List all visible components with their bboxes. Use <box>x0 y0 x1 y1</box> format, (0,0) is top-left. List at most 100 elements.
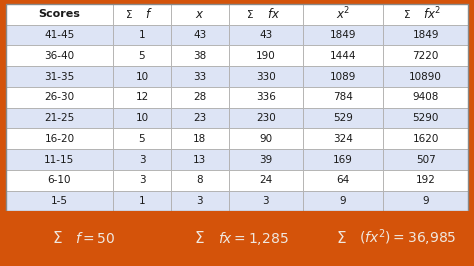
Text: 43: 43 <box>193 30 207 40</box>
Text: 784: 784 <box>333 92 353 102</box>
Bar <box>303 128 383 149</box>
Text: 23: 23 <box>193 113 207 123</box>
Bar <box>383 170 468 191</box>
Bar <box>171 191 229 211</box>
Text: 64: 64 <box>337 175 350 185</box>
Text: 1444: 1444 <box>330 51 356 61</box>
Bar <box>6 191 113 211</box>
Bar <box>229 108 303 128</box>
Text: 1-5: 1-5 <box>51 196 68 206</box>
Bar <box>6 4 468 211</box>
Bar <box>303 149 383 170</box>
Bar <box>229 87 303 108</box>
Text: 1849: 1849 <box>330 30 356 40</box>
Bar <box>113 25 171 45</box>
Bar <box>303 25 383 45</box>
Bar <box>383 128 468 149</box>
Bar <box>171 170 229 191</box>
Text: 9: 9 <box>422 196 429 206</box>
Text: $\Sigma$: $\Sigma$ <box>194 230 204 246</box>
Bar <box>303 170 383 191</box>
Text: 3: 3 <box>139 155 146 165</box>
Text: $\Sigma$: $\Sigma$ <box>336 230 346 246</box>
Bar <box>383 149 468 170</box>
Bar <box>229 45 303 66</box>
Text: 38: 38 <box>193 51 207 61</box>
Bar <box>113 191 171 211</box>
Bar <box>171 25 229 45</box>
Text: 3: 3 <box>263 196 269 206</box>
Text: $\Sigma$: $\Sigma$ <box>125 8 133 20</box>
Bar <box>303 66 383 87</box>
Text: 90: 90 <box>259 134 273 144</box>
Bar <box>303 45 383 66</box>
Text: 5: 5 <box>139 134 146 144</box>
Text: 330: 330 <box>256 72 276 82</box>
Text: Scores: Scores <box>38 9 80 19</box>
Bar <box>383 25 468 45</box>
Bar <box>6 45 113 66</box>
Bar <box>229 128 303 149</box>
Text: 7220: 7220 <box>412 51 439 61</box>
Text: 3: 3 <box>139 175 146 185</box>
Text: 16-20: 16-20 <box>45 134 74 144</box>
Bar <box>229 191 303 211</box>
Bar <box>303 108 383 128</box>
Text: $(fx^{2}) = 36{,}985$: $(fx^{2}) = 36{,}985$ <box>359 228 456 248</box>
Text: 230: 230 <box>256 113 276 123</box>
Bar <box>6 66 113 87</box>
Bar <box>383 45 468 66</box>
Text: $fx$: $fx$ <box>267 7 280 21</box>
Text: 18: 18 <box>193 134 207 144</box>
Text: $\Sigma$: $\Sigma$ <box>246 8 254 20</box>
Bar <box>113 87 171 108</box>
Text: 5: 5 <box>139 51 146 61</box>
Text: 11-15: 11-15 <box>44 155 74 165</box>
Bar <box>113 108 171 128</box>
Bar <box>6 87 113 108</box>
Bar <box>113 66 171 87</box>
Bar <box>229 149 303 170</box>
Text: 36-40: 36-40 <box>45 51 74 61</box>
Bar <box>171 4 229 25</box>
Text: 9408: 9408 <box>412 92 439 102</box>
Text: 43: 43 <box>259 30 273 40</box>
Text: 10: 10 <box>136 72 148 82</box>
Bar <box>6 149 113 170</box>
Bar <box>113 45 171 66</box>
Bar <box>113 4 171 25</box>
Text: 31-35: 31-35 <box>44 72 74 82</box>
Bar <box>229 66 303 87</box>
Text: 28: 28 <box>193 92 207 102</box>
Bar <box>171 128 229 149</box>
Text: 41-45: 41-45 <box>44 30 74 40</box>
Text: 39: 39 <box>259 155 273 165</box>
Bar <box>303 191 383 211</box>
Bar <box>303 4 383 25</box>
Text: $f = 50$: $f = 50$ <box>74 231 115 246</box>
Bar <box>6 170 113 191</box>
Bar <box>383 66 468 87</box>
Text: $fx^{2}$: $fx^{2}$ <box>423 6 441 23</box>
Bar <box>171 108 229 128</box>
Bar <box>171 87 229 108</box>
Text: 3: 3 <box>197 196 203 206</box>
Text: 12: 12 <box>136 92 149 102</box>
Bar <box>0 211 474 266</box>
Bar <box>383 191 468 211</box>
Text: 507: 507 <box>416 155 436 165</box>
Text: 324: 324 <box>333 134 353 144</box>
Text: 1: 1 <box>139 196 146 206</box>
Bar <box>113 170 171 191</box>
Bar <box>171 66 229 87</box>
Text: 1620: 1620 <box>412 134 439 144</box>
Bar <box>113 149 171 170</box>
Text: 336: 336 <box>256 92 276 102</box>
Text: 192: 192 <box>416 175 436 185</box>
Text: 10: 10 <box>136 113 148 123</box>
Text: 1: 1 <box>139 30 146 40</box>
Bar <box>229 170 303 191</box>
Text: 21-25: 21-25 <box>44 113 74 123</box>
Bar <box>171 45 229 66</box>
Text: 8: 8 <box>197 175 203 185</box>
